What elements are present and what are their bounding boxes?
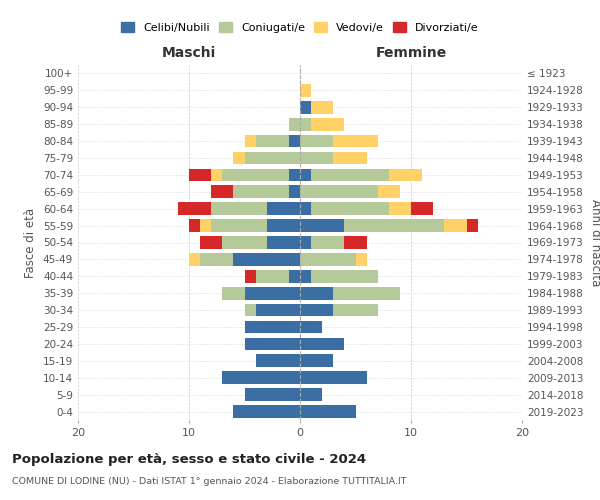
Bar bbox=[300, 405, 355, 418]
Bar bbox=[245, 134, 256, 147]
Text: Popolazione per età, sesso e stato civile - 2024: Popolazione per età, sesso e stato civil… bbox=[12, 452, 366, 466]
Bar bbox=[334, 287, 400, 300]
Y-axis label: Fasce di età: Fasce di età bbox=[25, 208, 37, 278]
Bar bbox=[245, 270, 256, 282]
Bar bbox=[300, 304, 334, 316]
Bar bbox=[311, 101, 334, 114]
Bar bbox=[266, 220, 300, 232]
Bar bbox=[300, 202, 311, 215]
Bar bbox=[289, 270, 300, 282]
Bar bbox=[334, 304, 378, 316]
Bar bbox=[233, 152, 245, 164]
Bar bbox=[222, 372, 300, 384]
Bar bbox=[300, 118, 311, 130]
Bar bbox=[300, 186, 378, 198]
Bar bbox=[189, 253, 200, 266]
Bar bbox=[245, 338, 300, 350]
Bar bbox=[411, 202, 433, 215]
Bar bbox=[211, 168, 222, 181]
Bar bbox=[289, 168, 300, 181]
Text: Femmine: Femmine bbox=[376, 46, 446, 60]
Bar bbox=[289, 186, 300, 198]
Bar bbox=[444, 220, 467, 232]
Bar bbox=[189, 220, 200, 232]
Bar bbox=[256, 134, 289, 147]
Bar bbox=[300, 338, 344, 350]
Legend: Celibi/Nubili, Coniugati/e, Vedovi/e, Divorziati/e: Celibi/Nubili, Coniugati/e, Vedovi/e, Di… bbox=[117, 18, 483, 37]
Bar bbox=[189, 168, 211, 181]
Bar bbox=[300, 84, 311, 96]
Bar bbox=[300, 372, 367, 384]
Bar bbox=[300, 152, 334, 164]
Bar bbox=[300, 236, 311, 249]
Bar bbox=[289, 134, 300, 147]
Bar bbox=[245, 152, 300, 164]
Bar bbox=[245, 304, 256, 316]
Bar bbox=[300, 270, 311, 282]
Bar bbox=[200, 220, 211, 232]
Bar bbox=[311, 202, 389, 215]
Bar bbox=[233, 253, 300, 266]
Bar bbox=[300, 101, 311, 114]
Bar bbox=[334, 152, 367, 164]
Bar bbox=[467, 220, 478, 232]
Bar bbox=[256, 354, 300, 367]
Bar bbox=[300, 253, 355, 266]
Bar bbox=[233, 186, 289, 198]
Bar bbox=[222, 168, 289, 181]
Text: COMUNE DI LODINE (NU) - Dati ISTAT 1° gennaio 2024 - Elaborazione TUTTITALIA.IT: COMUNE DI LODINE (NU) - Dati ISTAT 1° ge… bbox=[12, 478, 407, 486]
Bar bbox=[355, 253, 367, 266]
Bar bbox=[300, 388, 322, 401]
Bar bbox=[389, 168, 422, 181]
Bar bbox=[222, 236, 266, 249]
Bar bbox=[245, 388, 300, 401]
Bar bbox=[300, 168, 311, 181]
Bar bbox=[266, 236, 300, 249]
Bar bbox=[344, 220, 444, 232]
Bar bbox=[311, 118, 344, 130]
Bar bbox=[256, 304, 300, 316]
Bar bbox=[378, 186, 400, 198]
Bar bbox=[311, 270, 378, 282]
Y-axis label: Anni di nascita: Anni di nascita bbox=[589, 199, 600, 286]
Bar bbox=[211, 186, 233, 198]
Bar bbox=[311, 168, 389, 181]
Bar bbox=[266, 202, 300, 215]
Bar bbox=[300, 220, 344, 232]
Bar bbox=[300, 354, 334, 367]
Bar bbox=[211, 202, 266, 215]
Bar bbox=[389, 202, 411, 215]
Text: Maschi: Maschi bbox=[162, 46, 216, 60]
Bar bbox=[211, 220, 266, 232]
Bar bbox=[200, 253, 233, 266]
Bar bbox=[334, 134, 378, 147]
Bar bbox=[311, 236, 344, 249]
Bar bbox=[223, 287, 245, 300]
Bar bbox=[200, 236, 222, 249]
Bar bbox=[245, 320, 300, 334]
Bar bbox=[178, 202, 211, 215]
Bar bbox=[344, 236, 367, 249]
Bar bbox=[289, 118, 300, 130]
Bar bbox=[256, 270, 289, 282]
Bar bbox=[300, 320, 322, 334]
Bar bbox=[300, 287, 334, 300]
Bar bbox=[233, 405, 300, 418]
Bar bbox=[300, 134, 334, 147]
Bar bbox=[245, 287, 300, 300]
